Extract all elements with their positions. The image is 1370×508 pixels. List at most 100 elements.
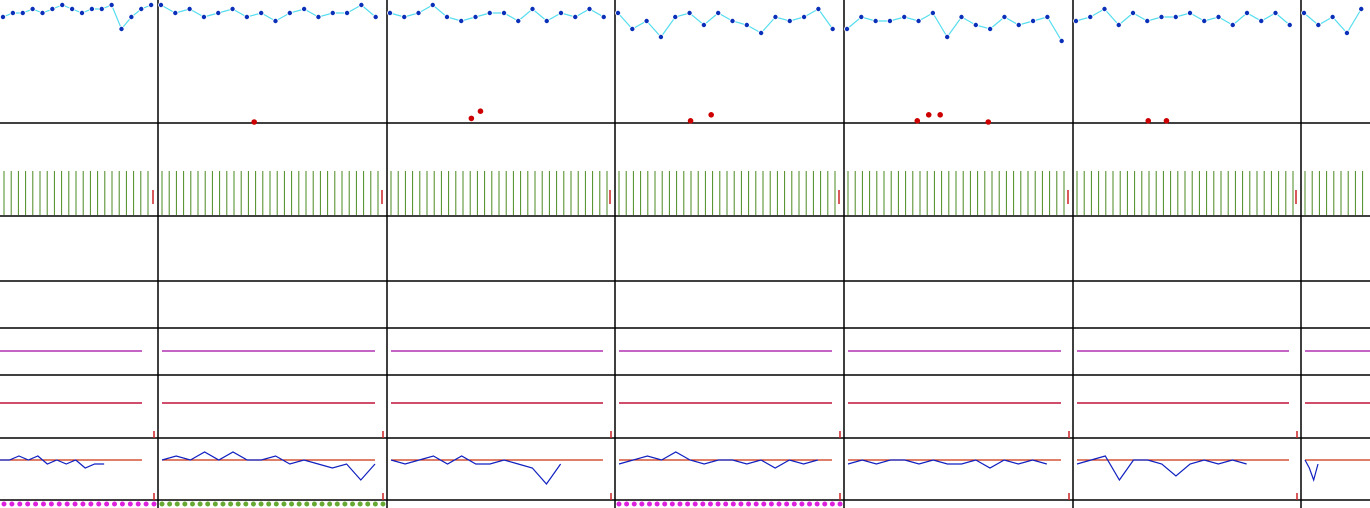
series-point bbox=[69, 6, 76, 12]
footer-dot bbox=[814, 501, 820, 507]
footer-dot bbox=[365, 501, 371, 507]
series-point bbox=[315, 13, 322, 20]
series-point bbox=[108, 2, 115, 8]
footer-dot bbox=[281, 501, 287, 507]
series-point bbox=[944, 34, 951, 41]
footer-dot bbox=[167, 501, 173, 507]
footer-dot bbox=[48, 501, 54, 507]
event-point bbox=[925, 112, 932, 118]
series-line bbox=[1075, 8, 1291, 26]
series-line bbox=[2, 4, 152, 31]
footer-dot bbox=[829, 501, 835, 507]
footer-dot bbox=[205, 501, 211, 507]
trend-line bbox=[618, 451, 818, 469]
footer-dot bbox=[662, 501, 668, 507]
series-point bbox=[1044, 13, 1051, 20]
series-point bbox=[686, 9, 693, 16]
trend-line bbox=[1076, 455, 1247, 482]
trend-line bbox=[0, 455, 105, 469]
footer-dot bbox=[40, 501, 46, 507]
footer-dot bbox=[753, 501, 759, 507]
series-point bbox=[301, 6, 308, 12]
series-point bbox=[1158, 13, 1165, 20]
footer-dot bbox=[639, 501, 645, 507]
footer-dot bbox=[311, 501, 317, 507]
footer-dot bbox=[228, 501, 234, 507]
series-point bbox=[729, 17, 736, 24]
footer-dot bbox=[127, 501, 133, 507]
series-point bbox=[958, 13, 965, 20]
footer-dot bbox=[372, 501, 378, 507]
series-point bbox=[1272, 9, 1279, 16]
series-point bbox=[429, 2, 436, 8]
series-point bbox=[929, 9, 936, 16]
series-point bbox=[344, 9, 351, 16]
series-point bbox=[715, 9, 722, 16]
footer-dot bbox=[768, 501, 774, 507]
footer-dot bbox=[776, 501, 782, 507]
series-line bbox=[160, 4, 377, 22]
footer-dot bbox=[715, 501, 721, 507]
series-point bbox=[815, 6, 822, 12]
footer-dot bbox=[685, 501, 691, 507]
series-point bbox=[0, 13, 6, 20]
series-point bbox=[1101, 6, 1108, 12]
footer-dot bbox=[723, 501, 729, 507]
series-point bbox=[138, 6, 145, 12]
series-point bbox=[672, 13, 679, 20]
series-point bbox=[558, 9, 565, 16]
footer-dot bbox=[327, 501, 333, 507]
series-point bbox=[700, 21, 707, 28]
series-point bbox=[1244, 9, 1251, 16]
footer-dot bbox=[235, 501, 241, 507]
series-point bbox=[98, 6, 105, 12]
footer-dot bbox=[807, 501, 813, 507]
series-point bbox=[329, 9, 336, 16]
series-point bbox=[1286, 21, 1293, 28]
series-point bbox=[401, 13, 408, 20]
event-point bbox=[937, 112, 943, 118]
series-point bbox=[1358, 6, 1365, 12]
series-point bbox=[215, 9, 222, 16]
event-point bbox=[1145, 118, 1152, 124]
series-point bbox=[600, 13, 607, 20]
footer-dot bbox=[654, 501, 660, 507]
series-point bbox=[758, 29, 765, 36]
series-point bbox=[29, 6, 36, 12]
event-point bbox=[687, 118, 694, 124]
series-point bbox=[443, 13, 450, 20]
series-point bbox=[19, 9, 26, 16]
footer-dot bbox=[9, 501, 15, 507]
footer-dot bbox=[761, 501, 767, 507]
series-point bbox=[229, 6, 236, 12]
series-point bbox=[772, 13, 779, 20]
footer-dot bbox=[319, 501, 325, 507]
footer-dot bbox=[700, 501, 706, 507]
footer-dot bbox=[250, 501, 256, 507]
footer-dot bbox=[119, 501, 125, 507]
event-point bbox=[251, 119, 257, 125]
footer-dot bbox=[159, 501, 165, 507]
series-point bbox=[1015, 21, 1022, 28]
series-point bbox=[386, 9, 393, 16]
series-point bbox=[829, 25, 836, 32]
footer-dot bbox=[350, 501, 356, 507]
footer-dot bbox=[189, 501, 195, 507]
footer-dot bbox=[380, 501, 386, 507]
series-point bbox=[472, 13, 479, 20]
series-point bbox=[1144, 17, 1151, 24]
series-point bbox=[59, 2, 66, 8]
series-point bbox=[286, 9, 293, 16]
series-point bbox=[1001, 13, 1008, 20]
footer-dot bbox=[212, 501, 218, 507]
series-point bbox=[886, 17, 893, 24]
footer-dot bbox=[174, 501, 180, 507]
series-line bbox=[389, 4, 605, 22]
footer-dot bbox=[334, 501, 340, 507]
footer-dot bbox=[80, 501, 86, 507]
series-point bbox=[200, 13, 207, 20]
series-point bbox=[49, 6, 56, 12]
footer-dot bbox=[342, 501, 348, 507]
series-point bbox=[258, 9, 265, 16]
